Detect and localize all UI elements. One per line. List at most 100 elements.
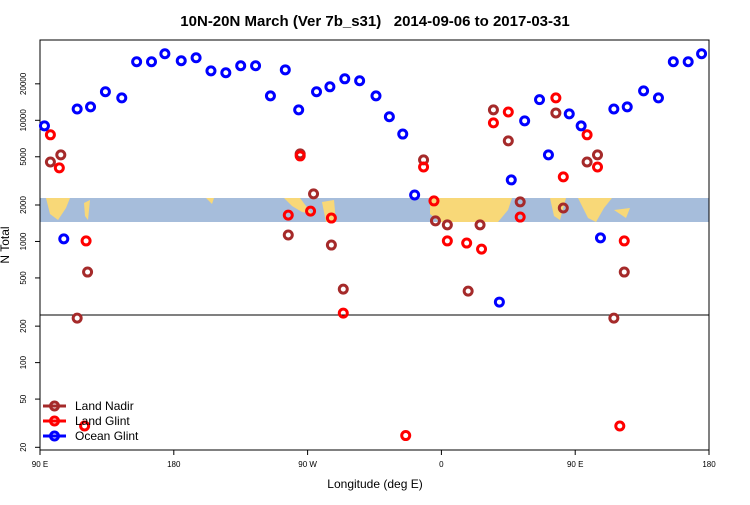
point	[550, 92, 562, 104]
point	[441, 219, 453, 231]
series	[44, 92, 630, 442]
y-tick-label: 5000	[19, 147, 28, 165]
point	[71, 312, 83, 324]
point	[502, 106, 514, 118]
point	[305, 205, 317, 217]
x-axis-label: Longitude (deg E)	[327, 477, 422, 491]
point	[493, 296, 505, 308]
land	[578, 198, 612, 222]
land	[284, 198, 312, 214]
point	[400, 430, 412, 442]
point	[418, 161, 430, 173]
x-tick-label: 90 E	[32, 460, 48, 469]
point	[461, 237, 473, 249]
land	[614, 208, 630, 218]
point	[279, 64, 291, 76]
point	[682, 56, 694, 68]
y-tick-label: 500	[19, 271, 28, 285]
legend-label: Land Glint	[75, 414, 130, 428]
point	[325, 239, 337, 251]
point	[514, 196, 526, 208]
point	[308, 188, 320, 200]
point	[563, 108, 575, 120]
point	[505, 174, 517, 186]
point	[409, 189, 421, 201]
point	[575, 120, 587, 132]
map-band	[40, 198, 709, 222]
point	[487, 117, 499, 129]
point	[652, 92, 664, 104]
point	[324, 81, 336, 93]
x-tick-label: 0	[439, 460, 444, 469]
point	[116, 92, 128, 104]
point	[44, 156, 56, 168]
point	[550, 107, 562, 119]
legend-label: Ocean Glint	[75, 429, 139, 443]
point	[325, 212, 337, 224]
point	[614, 420, 626, 432]
point	[53, 162, 65, 174]
point	[354, 75, 366, 87]
point	[618, 235, 630, 247]
point	[608, 312, 620, 324]
point	[71, 103, 83, 115]
point	[594, 232, 606, 244]
y-axis-label: N Total	[0, 226, 12, 263]
x-tick-label: 90 E	[567, 460, 583, 469]
point	[581, 129, 593, 141]
y-tick-label: 20000	[19, 72, 28, 95]
point	[667, 56, 679, 68]
point	[581, 156, 593, 168]
point	[294, 150, 306, 162]
series	[38, 48, 708, 308]
point	[621, 101, 633, 113]
point	[58, 233, 70, 245]
point	[282, 229, 294, 241]
point	[175, 55, 187, 67]
point	[474, 219, 486, 231]
point	[190, 52, 202, 64]
point	[311, 86, 323, 98]
chart-title: 10N-20N March (Ver 7b_s31) 2014-09-06 to…	[180, 13, 569, 30]
point	[514, 211, 526, 223]
y-tick-label: 50	[19, 394, 28, 403]
point	[441, 235, 453, 247]
point	[38, 120, 50, 132]
y-tick-label: 200	[19, 319, 28, 333]
point	[235, 60, 247, 72]
legend-label: Land Nadir	[75, 399, 134, 413]
point	[250, 60, 262, 72]
land	[322, 200, 336, 222]
point	[293, 104, 305, 116]
y-tick-label: 2000	[19, 196, 28, 214]
point	[519, 115, 531, 127]
point	[159, 48, 171, 60]
point	[85, 101, 97, 113]
land	[46, 198, 70, 220]
point	[502, 135, 514, 147]
point	[397, 128, 409, 140]
point	[542, 149, 554, 161]
y-tick-label: 10000	[19, 109, 28, 132]
land	[206, 198, 214, 204]
x-tick-label: 90 W	[298, 460, 317, 469]
point	[476, 243, 488, 255]
land	[430, 198, 512, 222]
land	[84, 200, 90, 220]
point	[429, 215, 441, 227]
point	[337, 307, 349, 319]
point	[534, 94, 546, 106]
point	[592, 149, 603, 161]
point	[618, 266, 630, 278]
x-tick-label: 180	[167, 460, 181, 469]
point	[44, 129, 56, 141]
point	[370, 90, 382, 102]
point	[557, 171, 569, 183]
point	[99, 86, 111, 98]
point	[205, 65, 217, 77]
point	[592, 161, 603, 173]
point	[131, 56, 143, 68]
